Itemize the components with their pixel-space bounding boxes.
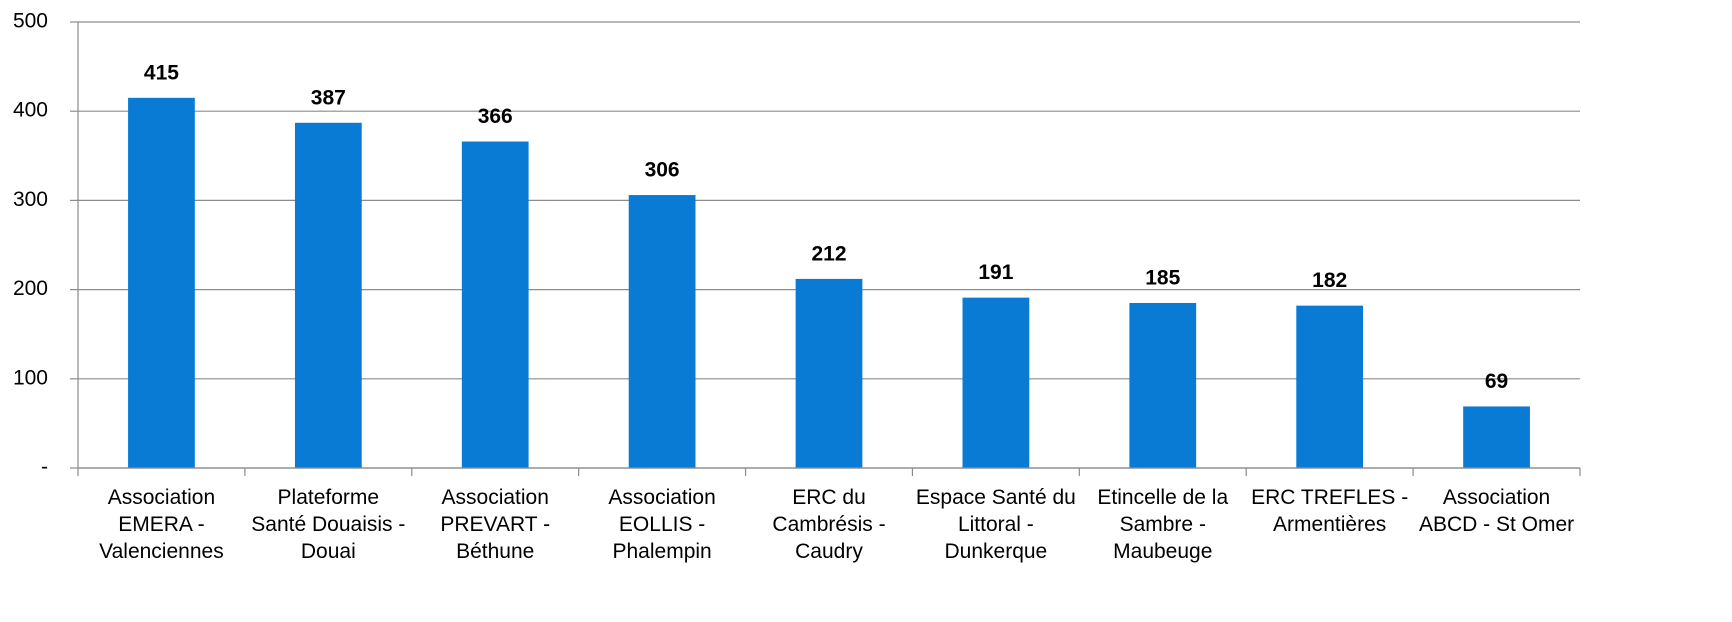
y-tick-label: 300	[13, 188, 48, 211]
x-tick-label: Espace Santé du Littoral - Dunkerque	[915, 486, 1076, 563]
x-tick-label: Association EOLLIS - Phalempin	[608, 486, 716, 563]
data-label: 306	[645, 159, 680, 182]
data-label: 185	[1145, 267, 1180, 290]
data-label: 387	[311, 86, 346, 109]
data-label: 182	[1312, 269, 1347, 292]
y-tick-label: 200	[13, 277, 48, 300]
bar	[461, 141, 529, 468]
y-tick-label: -	[41, 456, 48, 479]
data-label: 366	[478, 105, 513, 128]
data-label: 212	[811, 242, 846, 265]
data-label: 69	[1485, 370, 1508, 393]
bar	[1296, 305, 1364, 468]
x-tick-label: Association PREVART - Béthune	[440, 486, 551, 563]
x-tick-label: Etincelle de la Sambre - Maubeuge	[1097, 486, 1229, 563]
y-tick-label: 500	[13, 10, 48, 33]
x-tick-label: ERC du Cambrésis - Caudry	[772, 486, 886, 563]
y-tick-label: 400	[13, 99, 48, 122]
x-tick-label: Association ABCD - St Omer	[1418, 486, 1575, 536]
bar	[628, 195, 696, 468]
data-label: 191	[978, 261, 1013, 284]
data-label: 415	[144, 61, 179, 84]
x-tick-label: Plateforme Santé Douaisis - Douai	[251, 486, 406, 563]
bar	[294, 122, 362, 469]
bar	[1463, 406, 1530, 468]
x-tick-label: Association EMERA - Valenciennes	[99, 486, 224, 563]
bar	[1129, 302, 1197, 468]
x-tick-label: ERC TREFLES - Armentières	[1251, 486, 1409, 536]
bar	[128, 97, 195, 468]
bar	[795, 278, 863, 468]
y-tick-label: 100	[13, 366, 48, 389]
bar	[962, 297, 1030, 468]
